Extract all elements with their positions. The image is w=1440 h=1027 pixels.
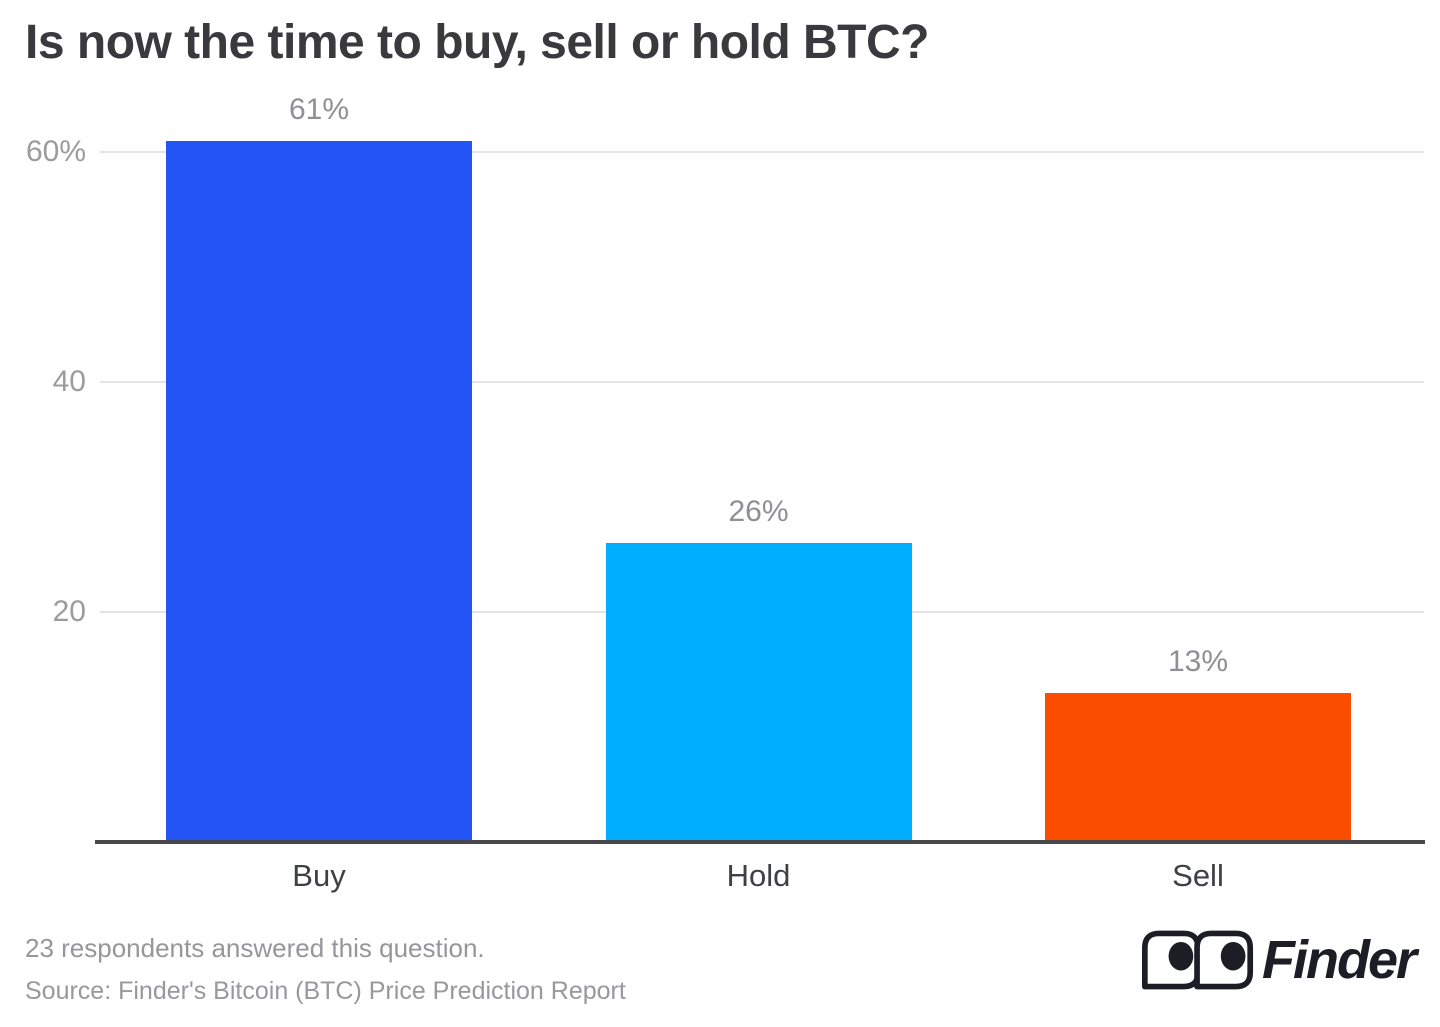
bar-sell (1045, 692, 1351, 842)
finder-logo: Finder (1141, 930, 1417, 990)
y-tick-label-40: 40 (52, 365, 86, 398)
y-tick-label-60: 60% (25, 135, 86, 168)
finder-logo-text: Finder (1261, 930, 1417, 990)
value-label-buy: 61% (288, 92, 350, 126)
value-label-hold: 26% (728, 495, 789, 528)
x-tick-label-sell: Sell (1172, 858, 1224, 893)
source-note: Source: Finder's Bitcoin (BTC) Price Pre… (25, 977, 626, 1005)
x-tick-label-hold: Hold (726, 858, 791, 893)
plot-area: 20 40 60% 61% Buy 26% Hold 13% Sell (0, 93, 1440, 893)
bar-buy (166, 140, 472, 842)
gridline-60 (100, 151, 1424, 153)
y-tick-label-20: 20 (52, 595, 86, 628)
x-tick-label-buy: Buy (292, 858, 346, 893)
value-label-sell: 13% (1167, 644, 1229, 678)
bar-hold (605, 543, 912, 842)
finder-eyes-icon (1141, 930, 1254, 990)
footer: 23 respondents answered this question. S… (25, 932, 626, 1006)
chart-title: Is now the time to buy, sell or hold BTC… (25, 16, 929, 69)
gridline-40 (100, 381, 1424, 383)
respondents-note: 23 respondents answered this question. (25, 933, 485, 963)
x-axis-line (95, 840, 1425, 844)
